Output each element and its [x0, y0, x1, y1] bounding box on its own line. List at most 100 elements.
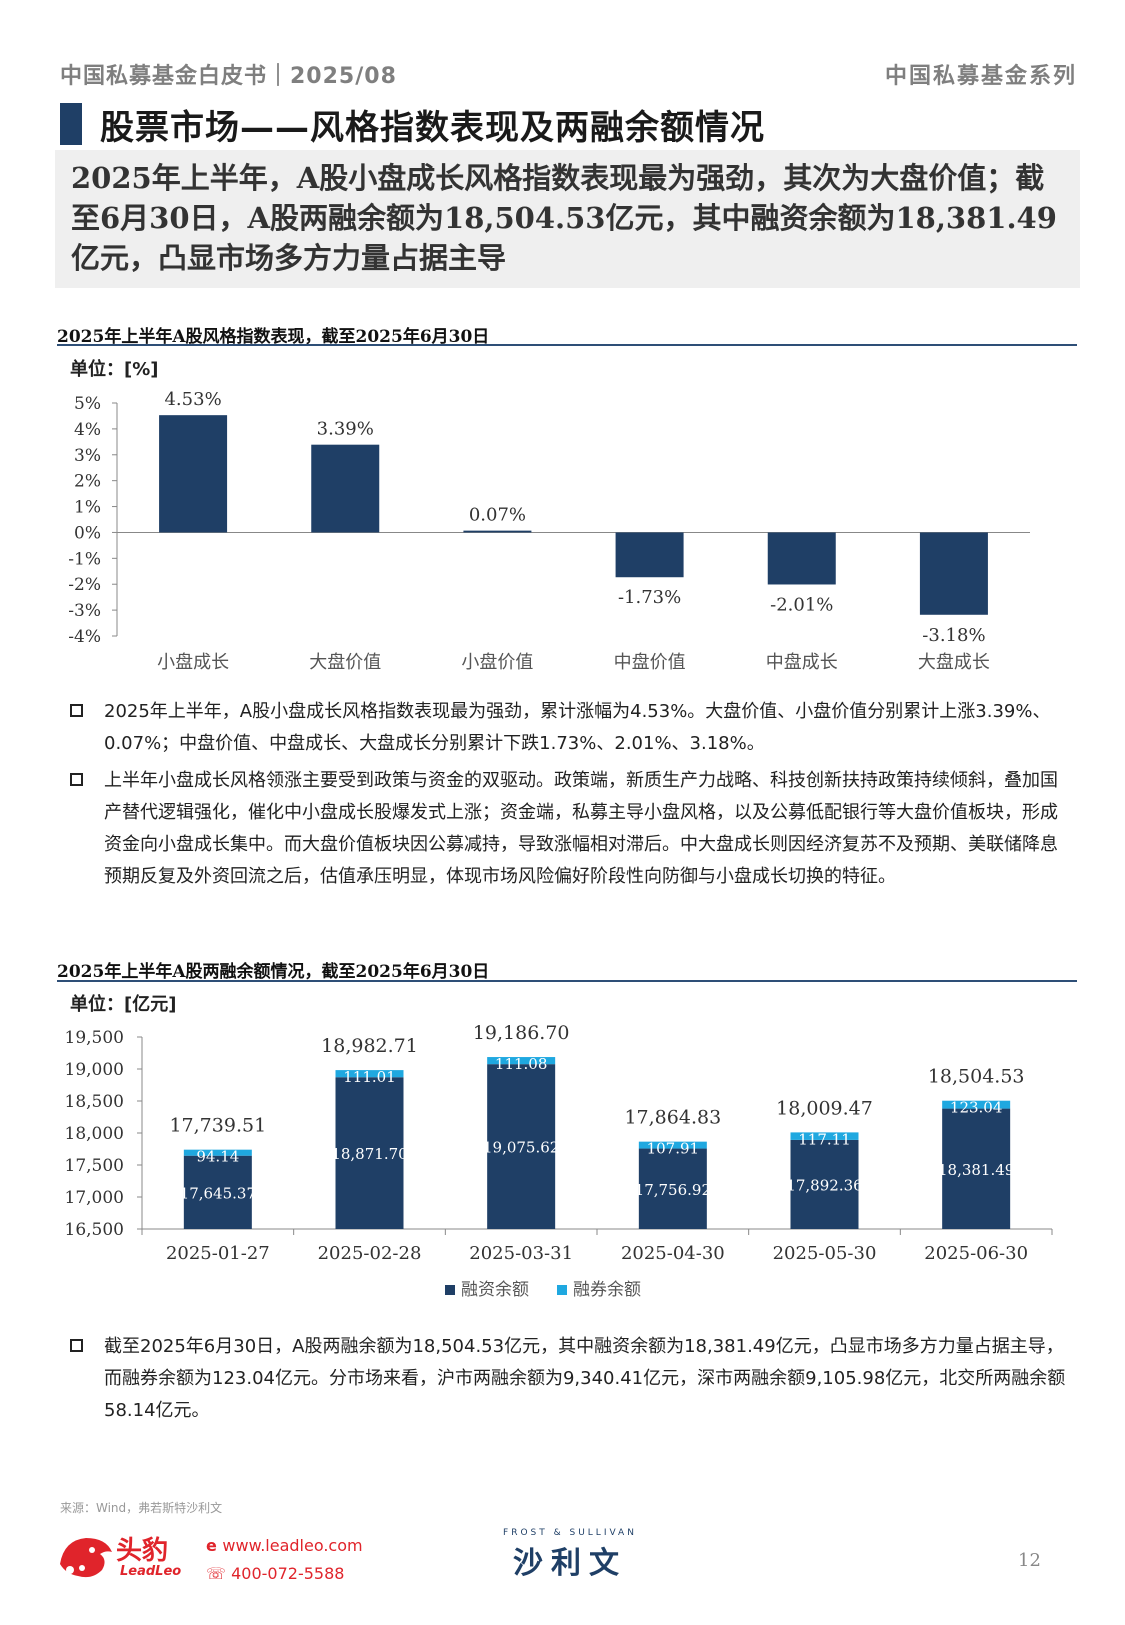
legend-swatch-securities-lending [557, 1285, 567, 1295]
bar-financing [335, 1077, 404, 1229]
financing-label: 17,756.92 [635, 1181, 711, 1199]
x-tick-label: 小盘价值 [461, 652, 533, 673]
legend-label-securities-lending: 融券余额 [573, 1280, 641, 1300]
securities-lending-label: 94.14 [196, 1148, 239, 1166]
bar [311, 444, 380, 533]
bar-financing [183, 1155, 252, 1229]
y-tick-label: 18,500 [65, 1092, 124, 1112]
summary-box: 2025年上半年，A股小盘成长风格指数表现最为强劲，其次为大盘价值；截至6月30… [55, 150, 1080, 288]
bar-securities-lending [335, 1070, 404, 1078]
total-label: 17,739.51 [169, 1115, 266, 1137]
y-tick-label: 18,000 [65, 1124, 124, 1144]
chart1-title: 2025年上半年A股风格指数表现，截至2025年6月30日 [57, 327, 490, 347]
chart2-title-rule [57, 980, 1077, 982]
chart1-title-rule [57, 344, 1077, 346]
y-tick-label: -1% [68, 549, 101, 569]
phone-icon: ☏ [206, 1564, 232, 1583]
y-tick-label: 0% [74, 523, 101, 543]
y-tick-label: 3% [74, 446, 101, 466]
data-label: -1.73% [618, 587, 681, 608]
bullet-2-text: 上半年小盘成长风格领涨主要受到政策与资金的双驱动。政策端，新质生产力战略、科技创… [104, 770, 1058, 887]
x-tick-label: 2025-05-30 [773, 1243, 877, 1264]
bullet-checkbox-icon [70, 1339, 83, 1352]
financing-label: 18,381.49 [938, 1161, 1014, 1179]
bar-securities-lending [487, 1057, 556, 1065]
bar-financing [942, 1108, 1011, 1229]
y-tick-label: -2% [68, 575, 101, 595]
total-label: 17,864.83 [624, 1107, 721, 1129]
data-label: 4.53% [164, 389, 221, 410]
bar [615, 532, 684, 578]
y-tick-label: -3% [68, 601, 101, 621]
x-tick-label: 2025-04-30 [621, 1243, 725, 1264]
x-tick-label: 大盘成长 [918, 652, 990, 673]
logo-cn-text: 头豹 [116, 1536, 169, 1566]
bullet-3-text: 截至2025年6月30日，A股两融余额为18,504.53亿元，其中融资余额为1… [104, 1336, 1066, 1421]
y-tick-label: 1% [74, 498, 101, 518]
logo-phone: ☏ 400-072-5588 [206, 1564, 344, 1583]
fs-en-text: FROST & SULLIVAN [503, 1528, 637, 1538]
securities-lending-label: 107.91 [647, 1140, 700, 1158]
globe-icon: e [206, 1536, 223, 1555]
bar-financing [638, 1148, 707, 1229]
bar [767, 532, 836, 585]
chart2-unit: 单位：[亿元] [70, 994, 177, 1015]
bar-financing [790, 1139, 859, 1229]
securities-lending-label: 123.04 [950, 1099, 1003, 1117]
y-tick-label: 2% [74, 472, 101, 492]
website-text: www.leadleo.com [222, 1536, 363, 1555]
page-title: 股票市场——风格指数表现及两融余额情况 [100, 108, 765, 148]
frost-sullivan-logo: FROST & SULLIVAN 沙利文 [480, 1528, 660, 1588]
legend-label-financing: 融资余额 [461, 1280, 529, 1300]
x-tick-label: 2025-01-27 [166, 1243, 270, 1264]
header-left: 中国私募基金白皮书｜2025/08 [60, 64, 397, 89]
total-label: 18,009.47 [776, 1097, 873, 1119]
bar [159, 415, 228, 533]
style-index-chart: 5% 4% 3% 2% 1% 0% -1% -2% -3% -4% 4.53% 小盘成长 3.39% 大盘… [68, 389, 1030, 673]
data-label: 3.39% [317, 419, 374, 440]
bullet-2: 上半年小盘成长风格领涨主要受到政策与资金的双驱动。政策端，新质生产力战略、科技创… [70, 765, 1070, 893]
logo-en-text: LeadLeo [120, 1564, 182, 1579]
phone-text: 400-072-5588 [231, 1564, 345, 1583]
bar-securities-lending [942, 1100, 1011, 1109]
x-tick-label: 2025-06-30 [924, 1243, 1028, 1264]
source-note: 来源：Wind，弗若斯特沙利文 [60, 1501, 223, 1515]
leadleo-logo: 头豹 LeadLeo e www.leadleo.com ☏ 400-072-5… [56, 1528, 366, 1592]
margin-balance-chart: 19,500 19,000 18,500 18,000 17,500 17,000 16,5… [65, 1022, 1053, 1300]
y-tick-label: 16,500 [65, 1220, 124, 1240]
securities-lending-label: 117.11 [798, 1130, 851, 1148]
bar-securities-lending [790, 1132, 859, 1140]
legend-swatch-financing [445, 1285, 455, 1295]
leopard-logo-icon [60, 1538, 112, 1578]
financing-label: 17,892.36 [786, 1176, 862, 1194]
bar [919, 532, 988, 615]
y-tick-label: -4% [68, 627, 101, 647]
bar-financing [487, 1064, 556, 1229]
logo-website: e www.leadleo.com [206, 1536, 363, 1555]
fs-cn-text: 沙利文 [513, 1546, 627, 1581]
bullet-checkbox-icon [70, 704, 83, 717]
y-tick-label: 17,000 [65, 1188, 124, 1208]
x-tick-label: 小盘成长 [157, 652, 229, 673]
y-tick-label: 5% [74, 394, 101, 414]
total-label: 18,982.71 [321, 1035, 418, 1057]
bullet-1: 2025年上半年，A股小盘成长风格指数表现最为强劲，累计涨幅为4.53%。大盘价… [70, 696, 1070, 760]
financing-label: 17,645.37 [180, 1184, 256, 1202]
securities-lending-label: 111.08 [495, 1055, 548, 1073]
bullet-1-text: 2025年上半年，A股小盘成长风格指数表现最为强劲，累计涨幅为4.53%。大盘价… [104, 701, 1051, 754]
financing-label: 19,075.62 [483, 1139, 559, 1157]
bullet-checkbox-icon [70, 773, 83, 786]
bar-securities-lending [183, 1149, 252, 1156]
y-tick-label: 19,000 [65, 1060, 124, 1080]
bullet-3: 截至2025年6月30日，A股两融余额为18,504.53亿元，其中融资余额为1… [70, 1331, 1070, 1427]
securities-lending-label: 111.01 [343, 1068, 396, 1086]
bar-securities-lending [638, 1141, 707, 1149]
x-tick-label: 中盘成长 [766, 652, 838, 673]
bar [463, 530, 532, 533]
x-tick-label: 中盘价值 [614, 652, 686, 673]
y-tick-label: 19,500 [65, 1028, 124, 1048]
title-accent-bar [60, 103, 82, 145]
summary-text: 2025年上半年，A股小盘成长风格指数表现最为强劲，其次为大盘价值；截至6月30… [71, 161, 1057, 275]
total-label: 19,186.70 [473, 1022, 570, 1044]
header-right: 中国私募基金系列 [884, 64, 1077, 89]
